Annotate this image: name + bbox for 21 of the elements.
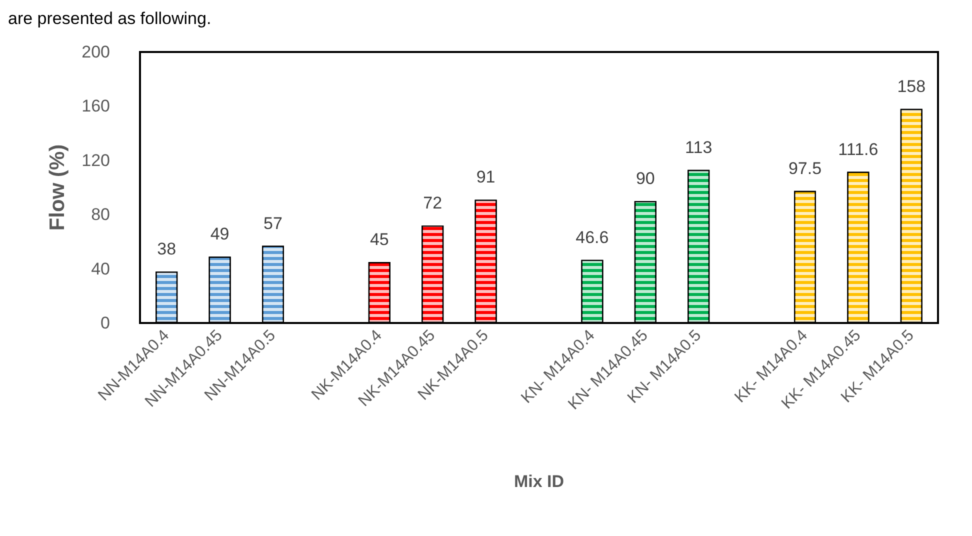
data-label: 111.6 (838, 140, 878, 159)
data-label: 158 (897, 76, 926, 96)
data-label: 46.6 (576, 228, 609, 247)
y-tick-label: 200 (82, 42, 110, 62)
y-tick-label: 80 (91, 205, 110, 224)
data-label: 90 (636, 169, 655, 188)
text: are presented as following. (8, 9, 212, 28)
y-tick-label: 0 (100, 314, 110, 332)
y-tick-label: 120 (82, 150, 110, 170)
data-label: 38 (157, 240, 176, 259)
data-label: 45 (370, 230, 389, 250)
data-label: 57 (264, 214, 282, 233)
y-tick-label: 160 (82, 96, 110, 116)
data-label: 72 (423, 193, 442, 212)
y-axis-title: Flow (%) (46, 144, 69, 231)
x-axis-title: Mix ID (514, 472, 564, 491)
y-tick-label: 40 (91, 259, 110, 278)
data-label: 97.5 (788, 158, 822, 178)
data-label: 113 (685, 138, 712, 157)
data-label: 91 (476, 168, 496, 187)
data-label: 49 (210, 224, 230, 244)
